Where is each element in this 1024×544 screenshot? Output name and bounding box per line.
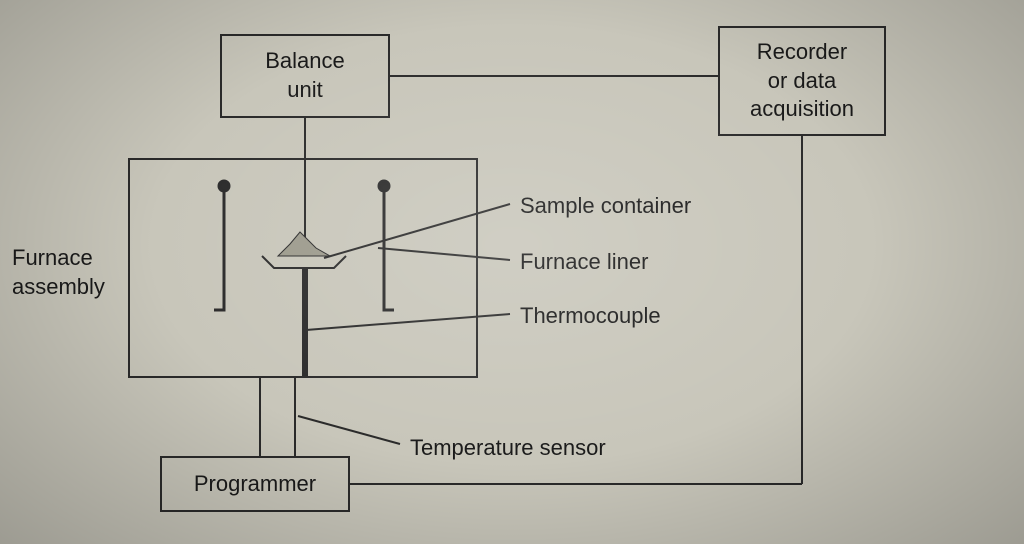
diagram-svg bbox=[0, 0, 1024, 544]
